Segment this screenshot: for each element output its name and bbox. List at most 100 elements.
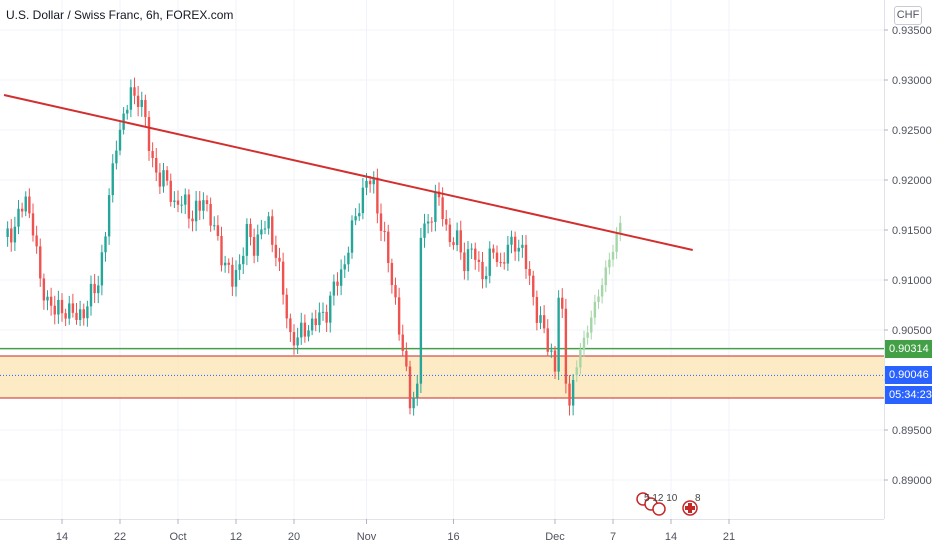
candle-body	[492, 248, 495, 253]
candle-body	[93, 283, 96, 294]
candle-body	[198, 200, 201, 211]
candle-body	[17, 208, 20, 227]
candle-body	[35, 235, 38, 247]
projection-body	[600, 285, 604, 297]
candle-body	[176, 200, 180, 205]
candle-body	[49, 296, 53, 306]
candle-body	[173, 200, 176, 202]
candle-body	[499, 262, 502, 264]
projection-body	[590, 317, 593, 333]
candle-body	[510, 236, 513, 245]
candle-body	[144, 99, 147, 118]
candle-body	[441, 197, 444, 220]
candle-body	[155, 158, 158, 173]
candle-body	[151, 151, 154, 159]
candle-body	[10, 228, 13, 243]
candle-body	[71, 303, 75, 313]
candle-body	[271, 216, 274, 245]
us-events-counts[interactable]: 5 12 10	[644, 493, 678, 504]
candle-body	[307, 330, 310, 337]
candle-body	[361, 187, 365, 214]
candle-body	[260, 229, 263, 235]
candle-body	[358, 213, 361, 217]
candle-body	[60, 299, 64, 314]
candle-body	[405, 350, 408, 367]
candle-body	[506, 244, 510, 264]
candle-body	[234, 269, 238, 287]
candle-body	[296, 337, 299, 346]
candle-body	[542, 315, 546, 329]
candle-body	[314, 318, 317, 326]
candle-body	[310, 318, 314, 331]
candle-body	[484, 275, 488, 280]
time-tick-label: 7	[610, 531, 616, 543]
candle-body	[318, 312, 321, 326]
candle-body	[20, 208, 24, 212]
candle-body	[517, 247, 520, 252]
candle-body	[354, 216, 357, 221]
candle-body	[126, 109, 129, 114]
candle-body	[343, 264, 346, 270]
candle-body	[546, 328, 549, 352]
candle-body	[553, 350, 557, 372]
candle-body	[408, 366, 412, 409]
candle-body	[419, 237, 423, 384]
candle-body	[477, 259, 481, 262]
candle-body	[430, 221, 433, 223]
projection-series	[575, 215, 622, 382]
price-tick-label: 0.93000	[892, 75, 932, 87]
candle-body	[521, 244, 524, 248]
candle-body	[111, 163, 114, 196]
candle-body	[13, 226, 17, 243]
projection-body	[586, 332, 589, 338]
candle-body	[267, 216, 270, 229]
candle-body	[75, 312, 78, 320]
candle-body	[423, 223, 426, 238]
candle-body	[245, 223, 249, 256]
candle-body	[379, 213, 383, 231]
candle-body	[394, 285, 397, 298]
candle-body	[459, 230, 462, 253]
candle-body	[350, 220, 354, 253]
candle-body	[97, 285, 100, 294]
candle-body	[445, 219, 448, 225]
candle-body	[165, 170, 169, 181]
time-tick-label: Oct	[169, 531, 186, 543]
candle-body	[263, 228, 267, 230]
candle-body	[463, 252, 466, 272]
candle-body	[64, 313, 67, 319]
candle-body	[227, 262, 230, 265]
candle-body	[448, 224, 452, 243]
candle-body	[285, 294, 288, 319]
projection-body	[593, 301, 597, 318]
price-tick-label: 0.92500	[892, 125, 932, 137]
price-axis: 0.890000.895000.900000.905000.910000.915…	[884, 25, 932, 487]
candle-body	[136, 95, 140, 107]
time-tick-label: 21	[723, 531, 735, 543]
projection-body	[579, 349, 582, 368]
time-tick-label: 14	[665, 531, 677, 543]
price-tick-label: 0.90500	[892, 325, 932, 337]
candle-body	[231, 264, 234, 287]
candle-body	[249, 223, 252, 238]
candle-body	[46, 296, 49, 301]
time-tick-label: 20	[288, 531, 300, 543]
candle-body	[474, 248, 477, 260]
projection-body	[615, 234, 618, 252]
events-row	[636, 492, 698, 516]
currency-button[interactable]: CHF	[894, 6, 922, 25]
candle-body	[57, 299, 60, 315]
candle-body	[220, 235, 223, 266]
chart-grid	[0, 0, 884, 519]
time-tick-label: Nov	[357, 531, 377, 543]
candlestick-series	[6, 77, 575, 416]
candle-body	[53, 305, 56, 315]
candle-body	[129, 87, 133, 110]
candle-body	[187, 194, 191, 219]
candle-body	[242, 255, 245, 265]
chf-events-count[interactable]: 8	[695, 493, 701, 504]
candle-body	[89, 283, 93, 307]
candle-body	[339, 269, 343, 286]
candle-body	[564, 308, 568, 384]
